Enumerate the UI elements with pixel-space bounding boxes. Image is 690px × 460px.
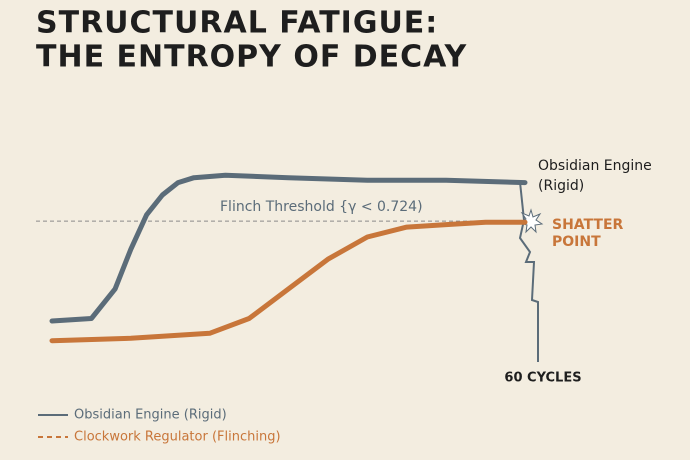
title-line: THE ENTROPY OF DECAY	[36, 40, 468, 75]
fracture-line	[518, 181, 539, 362]
shatter-star	[518, 208, 544, 234]
legend-label: Obsidian Engine (Rigid)	[74, 408, 227, 423]
legend-label: Clockwork Regulator (Flinching)	[74, 430, 281, 445]
title-line: STRUCTURAL FATIGUE:	[36, 6, 438, 41]
shatter-label: SHATTER	[552, 217, 624, 233]
shatter-label: POINT	[552, 234, 601, 250]
series-line	[49, 219, 528, 344]
end-label: (Rigid)	[538, 178, 584, 194]
cycles-label: 60 CYCLES	[504, 371, 581, 386]
series-line	[49, 172, 528, 324]
threshold-label: Flinch Threshold {γ < 0.724)	[220, 199, 423, 215]
end-label: Obsidian Engine	[538, 158, 652, 174]
